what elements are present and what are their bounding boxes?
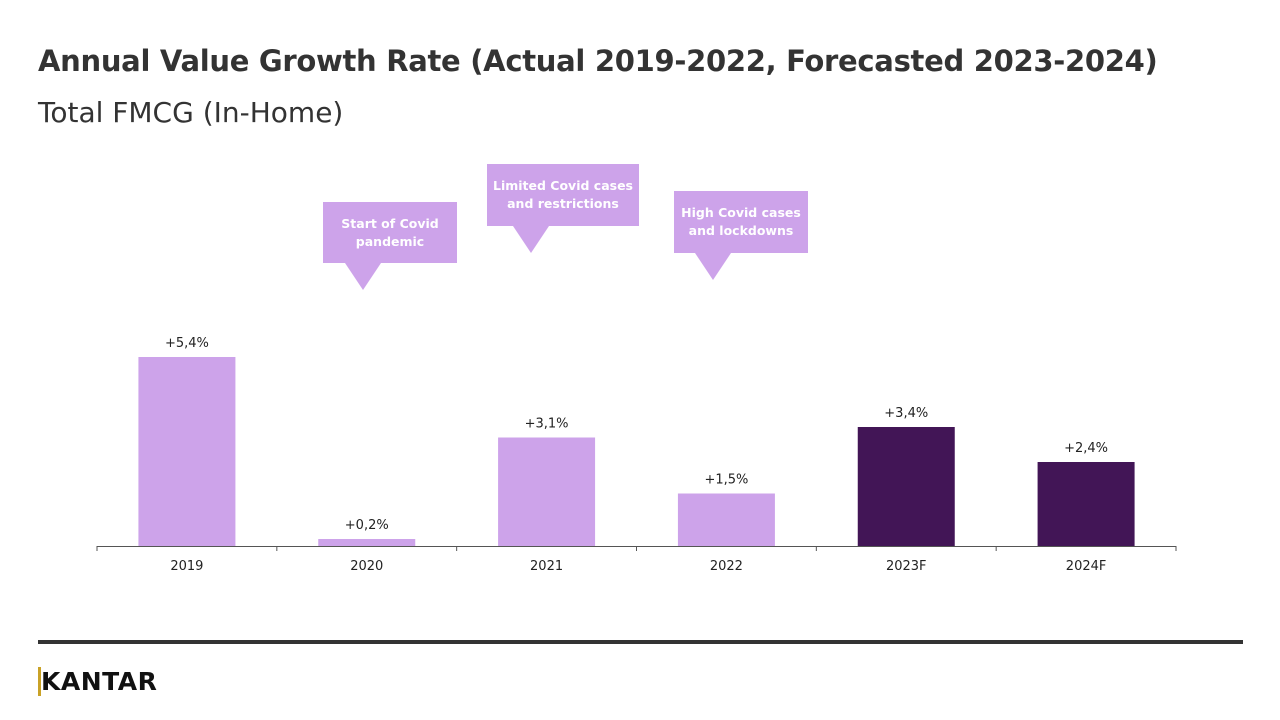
x-tick-label-2020: 2020 <box>350 559 383 574</box>
data-label-2020: +0,2% <box>345 518 389 533</box>
bar-2023F <box>857 427 955 546</box>
footer-divider <box>38 640 1243 644</box>
annotation-pointer <box>695 253 731 280</box>
annotation-start-covid: Start of Covid pandemic <box>323 202 457 263</box>
data-label-2021: +3,1% <box>525 417 569 432</box>
x-tick-label-2021: 2021 <box>530 559 563 574</box>
data-label-2019: +5,4% <box>165 336 209 351</box>
data-label-2022: +1,5% <box>704 473 748 488</box>
bar-2021 <box>498 437 596 546</box>
x-tick-label-2023F: 2023F <box>886 559 927 574</box>
kantar-logo: KANTAR <box>38 667 157 696</box>
x-tick-label-2022: 2022 <box>710 559 743 574</box>
annotation-pointer <box>513 226 549 253</box>
annotation-high-covid: High Covid cases and lockdowns <box>674 191 808 253</box>
chart-title: Annual Value Growth Rate (Actual 2019-20… <box>38 44 1158 78</box>
bar-2024F <box>1037 462 1135 546</box>
data-label-2024F: +2,4% <box>1064 441 1108 456</box>
annotation-limited-covid: Limited Covid cases and restrictions <box>487 164 639 226</box>
chart-subtitle: Total FMCG (In-Home) <box>38 96 344 129</box>
x-tick-label-2019: 2019 <box>170 559 203 574</box>
bar-2019 <box>138 357 236 546</box>
bar-2020 <box>318 539 416 546</box>
annotation-pointer <box>345 263 381 290</box>
bar-2022 <box>677 493 775 546</box>
x-tick-label-2024F: 2024F <box>1066 559 1107 574</box>
data-label-2023F: +3,4% <box>884 406 928 421</box>
